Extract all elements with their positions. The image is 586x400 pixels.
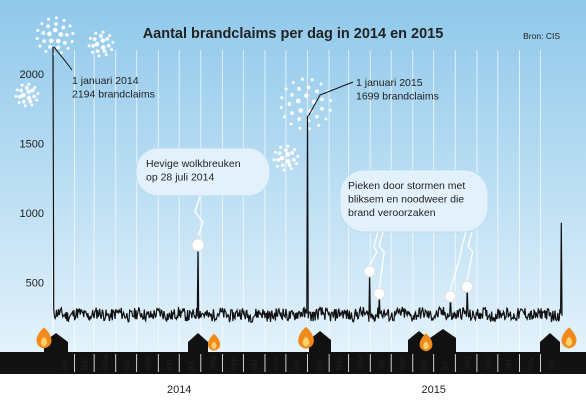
year-label: 2015: [421, 384, 445, 396]
month-label: jan: [314, 359, 323, 371]
y-axis: 500 1000 1500 2000: [20, 60, 54, 352]
annotation-text: Hevige wolkbreuken: [146, 158, 241, 170]
firework-burst: [35, 16, 75, 56]
daily-claims-line: [52, 46, 563, 323]
y-tick-label: 1500: [20, 139, 44, 151]
house-silhouette: [188, 333, 208, 352]
month-label: nov: [271, 357, 280, 370]
annotation-text: 1 januari 2015: [356, 77, 423, 89]
y-tick-label: 1000: [20, 208, 44, 220]
annotation-text: op 28 juli 2014: [146, 172, 214, 184]
peak-marker: [191, 238, 205, 252]
month-label: apr: [122, 358, 131, 370]
month-label: aug: [208, 357, 217, 370]
month-label: dec: [547, 357, 556, 370]
bubble-text: Pieken door stormen met bliksem en noodwe…: [348, 180, 465, 219]
ground-band: [0, 352, 586, 374]
annotation-jan-2014: 1 januari 2014 2194 brandclaims: [72, 75, 155, 101]
firework-burst: [272, 144, 300, 172]
x-axis: jan feb maa apr mei jun jul aug sep okt nov dec jan f…: [60, 354, 556, 396]
bubble-text: Hevige wolkbreuken op 28 juli 2014: [146, 158, 241, 184]
month-label: dec: [293, 357, 302, 370]
month-label: jan: [60, 359, 69, 371]
month-label: aug: [462, 357, 471, 370]
lightning-bolt: [194, 195, 204, 237]
month-label: feb: [335, 358, 344, 370]
flame-core: [302, 336, 310, 347]
house-silhouette: [430, 329, 456, 352]
month-label: mei: [143, 357, 152, 370]
sky-background: [0, 0, 586, 352]
annotation-bubble-rain: Hevige wolkbreuken op 28 juli 2014: [135, 147, 271, 197]
month-label: jul: [186, 362, 195, 371]
month-label: mei: [398, 357, 407, 370]
flame-core: [40, 336, 48, 347]
lightning-bolt: [368, 231, 379, 266]
annotation-text: bliksem en noodweer die: [348, 194, 464, 206]
house-silhouette: [309, 331, 331, 352]
annotation-jan-2015: 1 januari 2015 1699 brandclaims: [356, 77, 439, 103]
y-tick-label: 2000: [20, 69, 44, 81]
data-series: [52, 46, 563, 323]
chart-title: Aantal brandclaims per dag in 2014 en 20…: [143, 26, 444, 42]
annotation-text: brand veroorzaken: [348, 207, 436, 219]
annotation-bubble-storm: Pieken door stormen met bliksem en noodwe…: [339, 169, 489, 233]
firework-burst: [14, 82, 40, 108]
firework-burst: [87, 30, 115, 58]
month-label: maa: [355, 354, 364, 370]
bubble-shape: [135, 147, 271, 197]
year-label: 2014: [167, 384, 191, 396]
annotation-leader: [53, 46, 73, 71]
source-label: Bron: CIS: [523, 31, 560, 41]
month-label: jun: [165, 359, 174, 371]
bubble-shape: [339, 169, 489, 233]
month-label: sep: [483, 357, 492, 370]
annotation-text: 1699 brandclaims: [356, 91, 439, 103]
lightning-bolt: [466, 231, 474, 281]
lightning-bolt: [449, 231, 467, 291]
ground-with-houses: [0, 326, 586, 374]
peak-marker: [363, 265, 376, 278]
month-label: nov: [526, 357, 535, 370]
annotation-leader: [308, 81, 354, 117]
month-label: jun: [419, 359, 428, 371]
month-label: feb: [80, 358, 89, 370]
month-label: maa: [101, 354, 110, 370]
flame-core: [565, 336, 573, 347]
month-label: okt: [250, 359, 259, 370]
house-silhouette: [540, 333, 560, 352]
annotation-text: 2194 brandclaims: [72, 89, 155, 101]
peak-marker: [444, 290, 457, 303]
annotation-text: Pieken door stormen met: [348, 180, 465, 192]
month-label: jul: [441, 362, 450, 371]
flame-core: [423, 341, 429, 350]
peak-marker: [373, 287, 386, 300]
annotation-text: 1 januari 2014: [72, 75, 139, 87]
peak-marker: [461, 280, 474, 293]
y-tick-label: 500: [26, 278, 44, 290]
fireworks-decoration: [14, 16, 333, 172]
lightning-bolt: [378, 231, 385, 288]
month-label: apr: [377, 358, 386, 370]
month-label: okt: [505, 359, 514, 370]
flame-core: [211, 341, 217, 350]
month-label: sep: [229, 357, 238, 370]
